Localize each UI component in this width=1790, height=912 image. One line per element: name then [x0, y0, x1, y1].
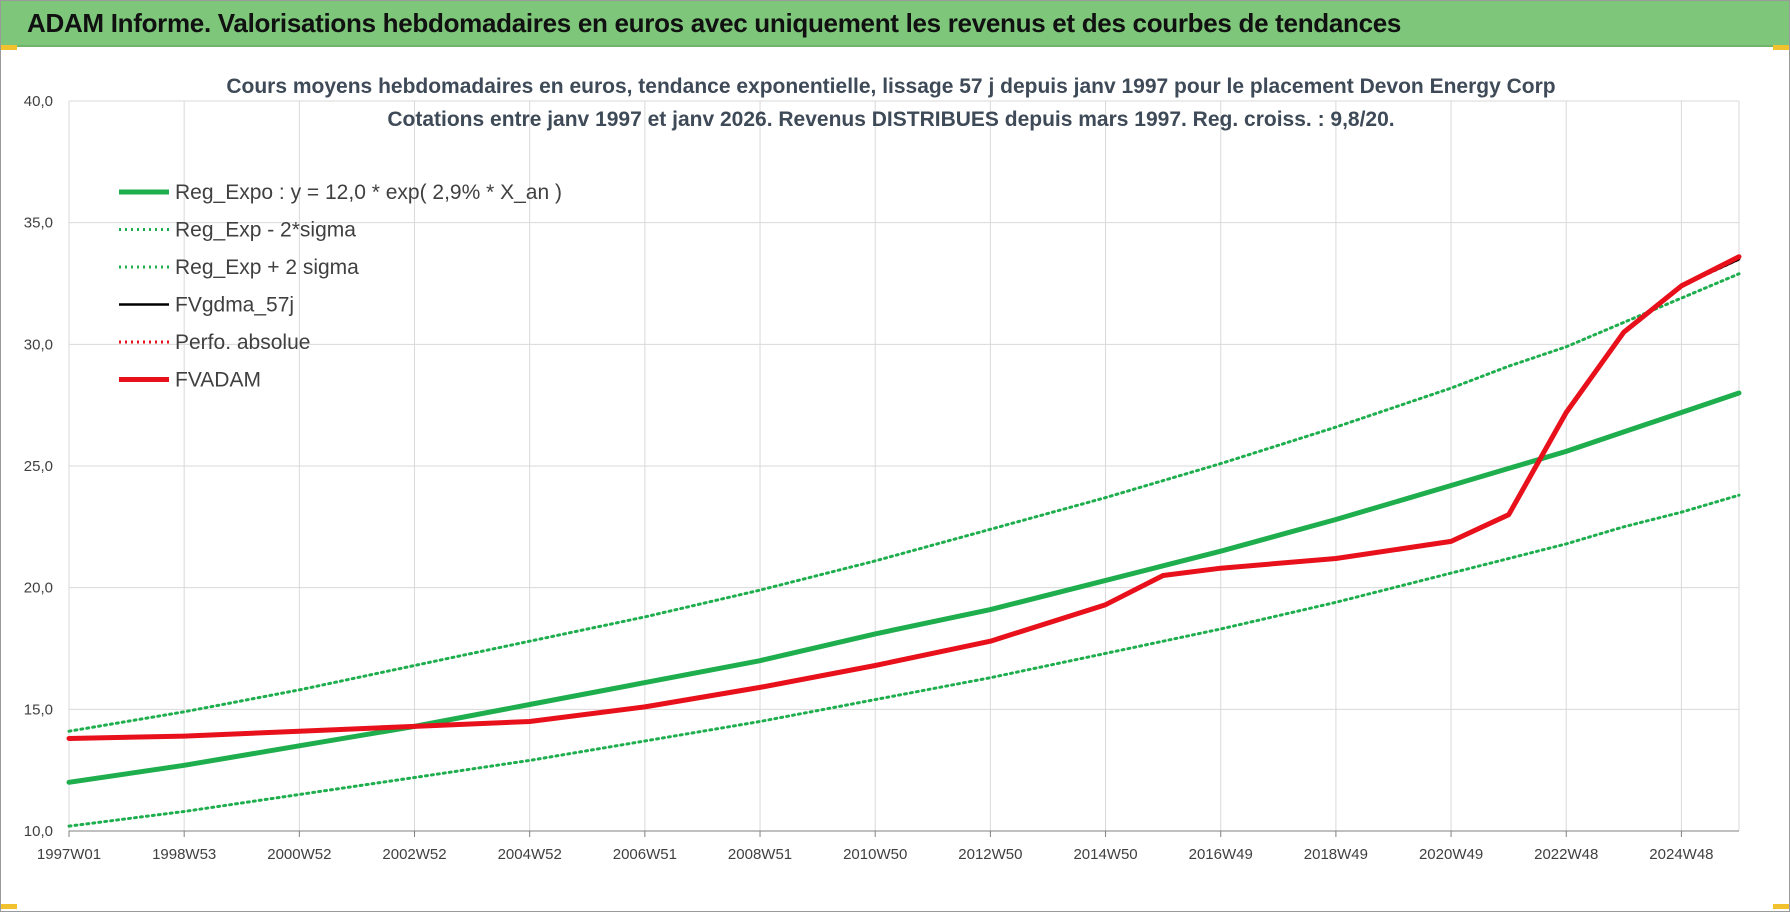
x-tick-label: 1997W01 [37, 846, 101, 863]
x-tick-label: 2012W50 [958, 846, 1022, 863]
series-line-1 [67, 493, 1741, 828]
x-tick-label: 2004W52 [498, 846, 562, 863]
legend-label: Reg_Exp - 2*sigma [175, 219, 356, 242]
legend-label: FVgdma_57j [175, 294, 294, 317]
corner-marker-bottom-left [1, 904, 17, 909]
series-line-3 [67, 257, 1741, 740]
report-title: ADAM Informe. Valorisations hebdomadaire… [27, 8, 1402, 38]
y-tick-label: 35,0 [24, 215, 53, 232]
legend[interactable]: Reg_Expo : y = 12,0 * exp( 2,9% * X_an )… [119, 181, 562, 392]
x-axis: 1997W01 1998W53 2000W52 2002W52 2004W52 2006W… [37, 830, 1739, 863]
x-tick-label: 2014W50 [1073, 846, 1137, 863]
y-axis: 10,0 15,0 20,0 25,0 30,0 35,0 40,0 [24, 93, 53, 840]
series-layer [66, 254, 1742, 828]
x-tick-label: 2022W48 [1534, 846, 1598, 863]
corner-marker-left [1, 45, 17, 50]
x-tick-label: 1998W53 [152, 846, 216, 863]
corner-marker-bottom-right [1773, 904, 1789, 909]
series-line-2 [67, 272, 1741, 733]
chart-area: 10,0 15,0 20,0 25,0 30,0 35,0 40,0 1997W01 1998… [24, 75, 1742, 863]
chart-subtitle: Cotations entre janv 1997 et janv 2026. … [387, 108, 1394, 131]
legend-label: Reg_Exp + 2 sigma [175, 256, 359, 279]
chart-title: Cours moyens hebdomadaires en euros, ten… [226, 75, 1555, 98]
legend-label: Perfo. absolue [175, 331, 310, 354]
series-line-4 [67, 257, 1741, 740]
x-tick-label: 2002W52 [382, 846, 446, 863]
x-tick-label: 2018W49 [1304, 846, 1368, 863]
x-tick-label: 2020W49 [1419, 846, 1483, 863]
y-tick-label: 25,0 [24, 458, 53, 475]
x-tick-label: 2024W48 [1649, 846, 1713, 863]
legend-label: FVADAM [175, 369, 261, 392]
y-tick-label: 40,0 [24, 93, 53, 110]
y-tick-label: 10,0 [24, 823, 53, 840]
report-banner: ADAM Informe. Valorisations hebdomadaire… [1, 1, 1789, 47]
x-tick-label: 2006W51 [613, 846, 677, 863]
legend-label: Reg_Expo : y = 12,0 * exp( 2,9% * X_an ) [175, 181, 562, 204]
corner-marker-right [1773, 45, 1789, 50]
x-tick-label: 2000W52 [267, 846, 331, 863]
y-tick-label: 20,0 [24, 580, 53, 597]
x-tick-label: 2010W50 [843, 846, 907, 863]
chart-grid [68, 100, 1740, 832]
series-line-5 [66, 254, 1742, 741]
x-tick-label: 2016W49 [1189, 846, 1253, 863]
y-tick-label: 15,0 [24, 701, 53, 718]
x-tick-label: 2008W51 [728, 846, 792, 863]
y-tick-label: 30,0 [24, 336, 53, 353]
